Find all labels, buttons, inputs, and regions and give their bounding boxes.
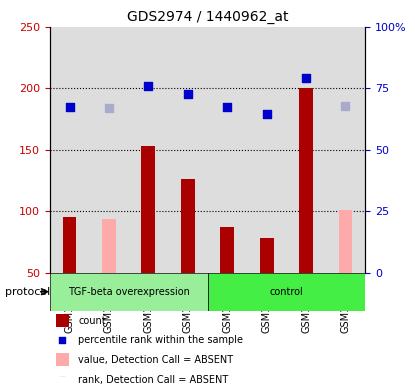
Bar bbox=[129, 27, 168, 273]
Point bbox=[184, 91, 191, 98]
Point bbox=[303, 75, 309, 81]
Text: percentile rank within the sample: percentile rank within the sample bbox=[78, 335, 243, 345]
FancyBboxPatch shape bbox=[50, 273, 208, 311]
Text: TGF-beta overexpression: TGF-beta overexpression bbox=[68, 287, 190, 297]
Text: rank, Detection Call = ABSENT: rank, Detection Call = ABSENT bbox=[78, 375, 228, 384]
Bar bbox=[247, 27, 286, 273]
Bar bbox=[142, 146, 155, 273]
Point bbox=[145, 83, 152, 89]
Point bbox=[342, 103, 349, 109]
Point bbox=[105, 105, 112, 111]
Point bbox=[264, 111, 270, 117]
Bar bbox=[50, 27, 89, 273]
FancyBboxPatch shape bbox=[208, 273, 365, 311]
Title: GDS2974 / 1440962_at: GDS2974 / 1440962_at bbox=[127, 10, 288, 25]
Bar bbox=[56, 353, 69, 366]
Text: count: count bbox=[78, 316, 106, 326]
Bar bbox=[299, 88, 313, 273]
Point bbox=[224, 104, 231, 110]
Bar bbox=[286, 27, 326, 273]
Text: value, Detection Call = ABSENT: value, Detection Call = ABSENT bbox=[78, 355, 233, 365]
Bar bbox=[56, 314, 69, 327]
Bar bbox=[89, 27, 129, 273]
Point bbox=[319, 13, 325, 19]
Bar bbox=[220, 227, 234, 273]
Bar bbox=[63, 217, 76, 273]
Bar bbox=[181, 179, 195, 273]
Point bbox=[66, 104, 73, 110]
Bar bbox=[168, 27, 208, 273]
Point bbox=[319, 370, 325, 376]
Bar bbox=[260, 238, 273, 273]
Text: protocol: protocol bbox=[5, 287, 50, 297]
Bar bbox=[208, 27, 247, 273]
Bar bbox=[339, 210, 352, 273]
Bar bbox=[326, 27, 365, 273]
Bar bbox=[102, 218, 116, 273]
Text: control: control bbox=[269, 287, 303, 297]
